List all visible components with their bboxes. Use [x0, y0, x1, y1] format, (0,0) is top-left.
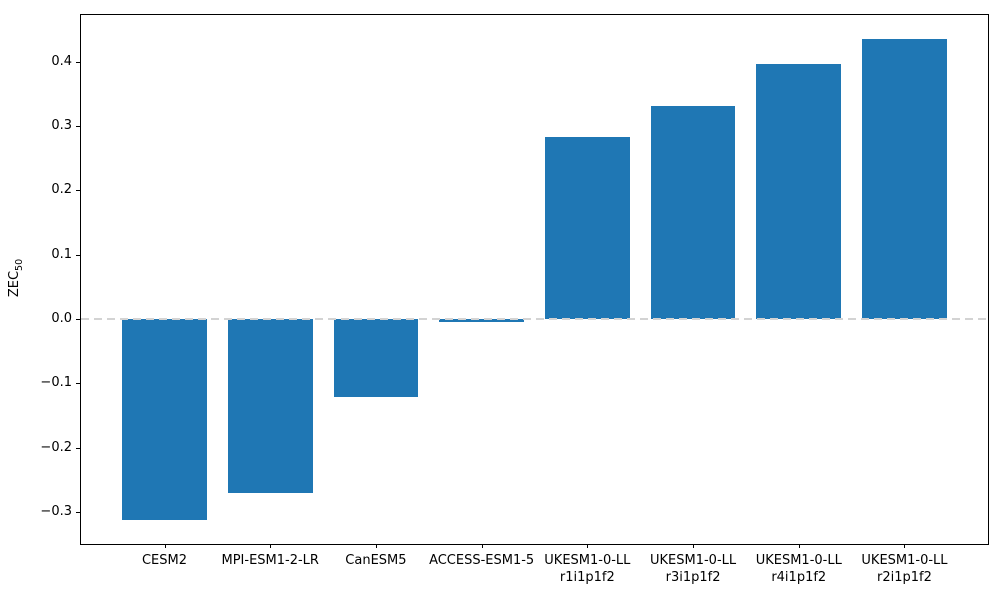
plot-area: −0.3 −0.2 −0.1 0.0 0.1 0.2 0.3 0.4 CESM2 MPI-ESM1… — [40, 14, 989, 585]
y-tick — [76, 190, 80, 192]
y-tick-label: 0.3 — [51, 118, 72, 134]
bar-ukesm1-0-ll — [545, 137, 630, 320]
x-tick — [904, 544, 906, 548]
bar-access-esm1-5 — [439, 319, 524, 323]
bar-mpi-esm1-2-lr — [227, 319, 313, 494]
x-tick — [587, 544, 589, 548]
y-tick — [76, 383, 80, 385]
zero-reference-line — [81, 318, 988, 320]
x-tick — [164, 544, 166, 548]
y-tick — [76, 511, 80, 513]
y-tick — [76, 447, 80, 449]
x-tick-label: CanESM5 — [345, 553, 407, 568]
bar-ukesm1-0-ll — [756, 64, 842, 320]
x-tick — [375, 544, 377, 548]
y-tick — [76, 61, 80, 63]
y-tick — [76, 254, 80, 256]
x-tick — [798, 544, 800, 548]
x-tick-label: UKESM1-0-LL r3i1p1f2 — [649, 553, 737, 585]
y-tick-label: 0.4 — [51, 53, 72, 69]
y-tick-label: −0.2 — [40, 439, 72, 455]
x-tick — [270, 544, 272, 548]
bar-ukesm1-0-ll — [650, 106, 736, 320]
x-tick — [693, 544, 695, 548]
y-axis-label: ZEC50 — [7, 259, 25, 297]
y-tick — [76, 126, 80, 128]
y-tick-label: −0.1 — [40, 375, 72, 391]
x-tick-label: UKESM1-0-LL r2i1p1f2 — [861, 553, 948, 585]
y-axis-label-text: ZEC — [7, 270, 23, 298]
bar-ukesm1-0-ll — [862, 39, 947, 320]
x-tick-label: CESM2 — [141, 553, 188, 568]
bar-canesm5 — [333, 319, 419, 397]
y-tick — [76, 319, 80, 321]
x-tick-label: ACCESS-ESM1-5 — [429, 553, 535, 568]
y-tick-label: 0.0 — [51, 311, 72, 327]
x-tick-label: MPI-ESM1-2-LR — [221, 553, 319, 568]
x-tick — [481, 544, 483, 548]
y-tick-label: −0.3 — [40, 503, 72, 519]
x-tick-label: UKESM1-0-LL r4i1p1f2 — [755, 553, 842, 585]
x-tick-label: UKESM1-0-LL r1i1p1f2 — [544, 553, 631, 585]
y-tick-label: 0.2 — [51, 182, 72, 198]
bar-cesm2 — [122, 319, 207, 521]
y-tick-label: 0.1 — [51, 246, 72, 262]
